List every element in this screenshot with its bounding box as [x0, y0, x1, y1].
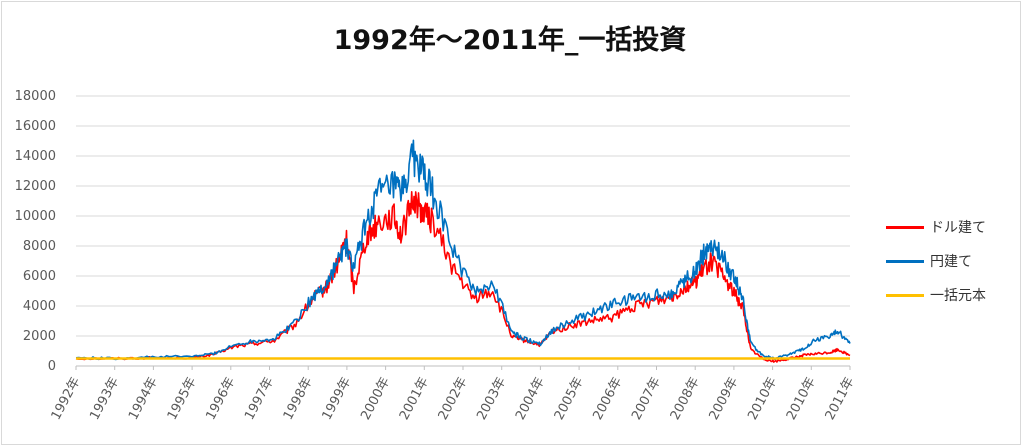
legend-swatch-yen — [886, 259, 924, 263]
x-tick-label-20: 2011年 — [823, 375, 858, 423]
x-tick-label-7: 1999年 — [320, 375, 355, 423]
y-tick-label-4000: 4000 — [23, 299, 56, 314]
chart-title: 1992年～2011年_一括投資 — [333, 25, 687, 56]
legend: ドル建て 円建て 一括元本 — [886, 210, 986, 312]
x-tick-label-15: 2007年 — [629, 375, 664, 423]
x-tick-label-2: 1994年 — [126, 375, 161, 423]
x-tick-label-6: 1998年 — [281, 375, 316, 423]
x-tick-label-8: 2000年 — [358, 375, 393, 423]
y-tick-label-6000: 6000 — [23, 269, 56, 284]
x-tick-label-19: 2010年 — [784, 375, 819, 423]
x-tick-label-3: 1995年 — [165, 375, 200, 423]
y-tick-label-16000: 16000 — [15, 119, 56, 134]
y-tick-label-0: 0 — [48, 359, 56, 374]
y-tick-label-8000: 8000 — [23, 239, 56, 254]
legend-label-dollar: ドル建て — [930, 220, 986, 236]
x-tick-label-13: 2005年 — [552, 375, 587, 423]
legend-label-yen: 円建て — [930, 254, 972, 270]
x-tick-label-11: 2003年 — [474, 375, 509, 423]
y-tick-label-10000: 10000 — [15, 209, 56, 224]
x-tick-label-12: 2004年 — [513, 375, 548, 423]
x-tick-label-10: 2002年 — [436, 375, 471, 423]
series-line-1 — [75, 139, 851, 361]
legend-item-dollar: ドル建て — [886, 210, 986, 244]
x-tick-label-18: 2010年 — [745, 375, 780, 423]
y-tick-label-14000: 14000 — [15, 149, 56, 164]
x-tick-label-14: 2006年 — [590, 375, 625, 423]
x-tick-label-1: 1993年 — [87, 375, 122, 423]
x-tick-label-5: 1997年 — [242, 375, 277, 423]
legend-label-principal: 一括元本 — [930, 288, 986, 304]
x-tick-label-16: 2008年 — [668, 375, 703, 423]
x-tick-label-9: 2001年 — [397, 375, 432, 423]
x-tick-label-0: 1992年 — [49, 375, 84, 423]
legend-item-principal: 一括元本 — [886, 278, 986, 312]
y-tick-label-18000: 18000 — [15, 89, 56, 104]
x-tick-label-17: 2009年 — [707, 375, 742, 423]
legend-swatch-dollar — [886, 225, 924, 229]
x-tick-label-4: 1996年 — [203, 375, 238, 423]
y-tick-label-2000: 2000 — [23, 329, 56, 344]
legend-swatch-principal — [886, 293, 924, 297]
y-tick-label-12000: 12000 — [15, 179, 56, 194]
legend-item-yen: 円建て — [886, 244, 986, 278]
